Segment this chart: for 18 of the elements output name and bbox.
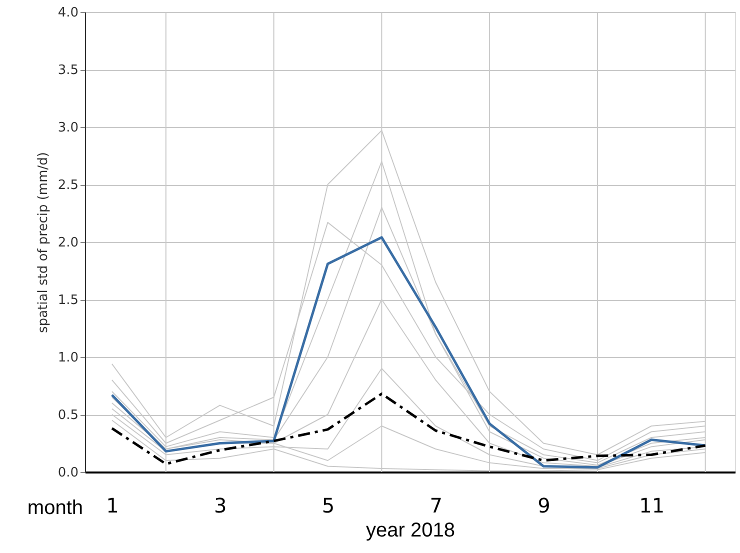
y-tick-label: 3.5 [58, 63, 78, 78]
x-tick-label: 7 [430, 494, 442, 518]
y-tick-label: 2.0 [58, 236, 78, 250]
text: month [27, 497, 83, 519]
y-tick-label: 0.0 [58, 466, 78, 480]
x-tick-label: 1 [106, 494, 119, 518]
y-tick-label: 3.0 [58, 120, 78, 136]
x-tick-label: 3 [214, 494, 227, 518]
x-tick-label: 9 [538, 494, 550, 518]
x-tick-label: 5 [322, 494, 335, 518]
x-tick-label: 11 [639, 494, 665, 518]
y-tick-label: 1.5 [58, 293, 78, 308]
x-axis-title: year 2018 [366, 520, 455, 542]
y-tick-label: 0.5 [58, 408, 78, 423]
y-tick-label: 4.0 [58, 6, 78, 20]
y-tick-label: 1.0 [58, 350, 78, 366]
y-tick-label: 2.5 [58, 178, 78, 193]
y-axis-title: spatial std of precip (mm/d) [36, 152, 51, 333]
